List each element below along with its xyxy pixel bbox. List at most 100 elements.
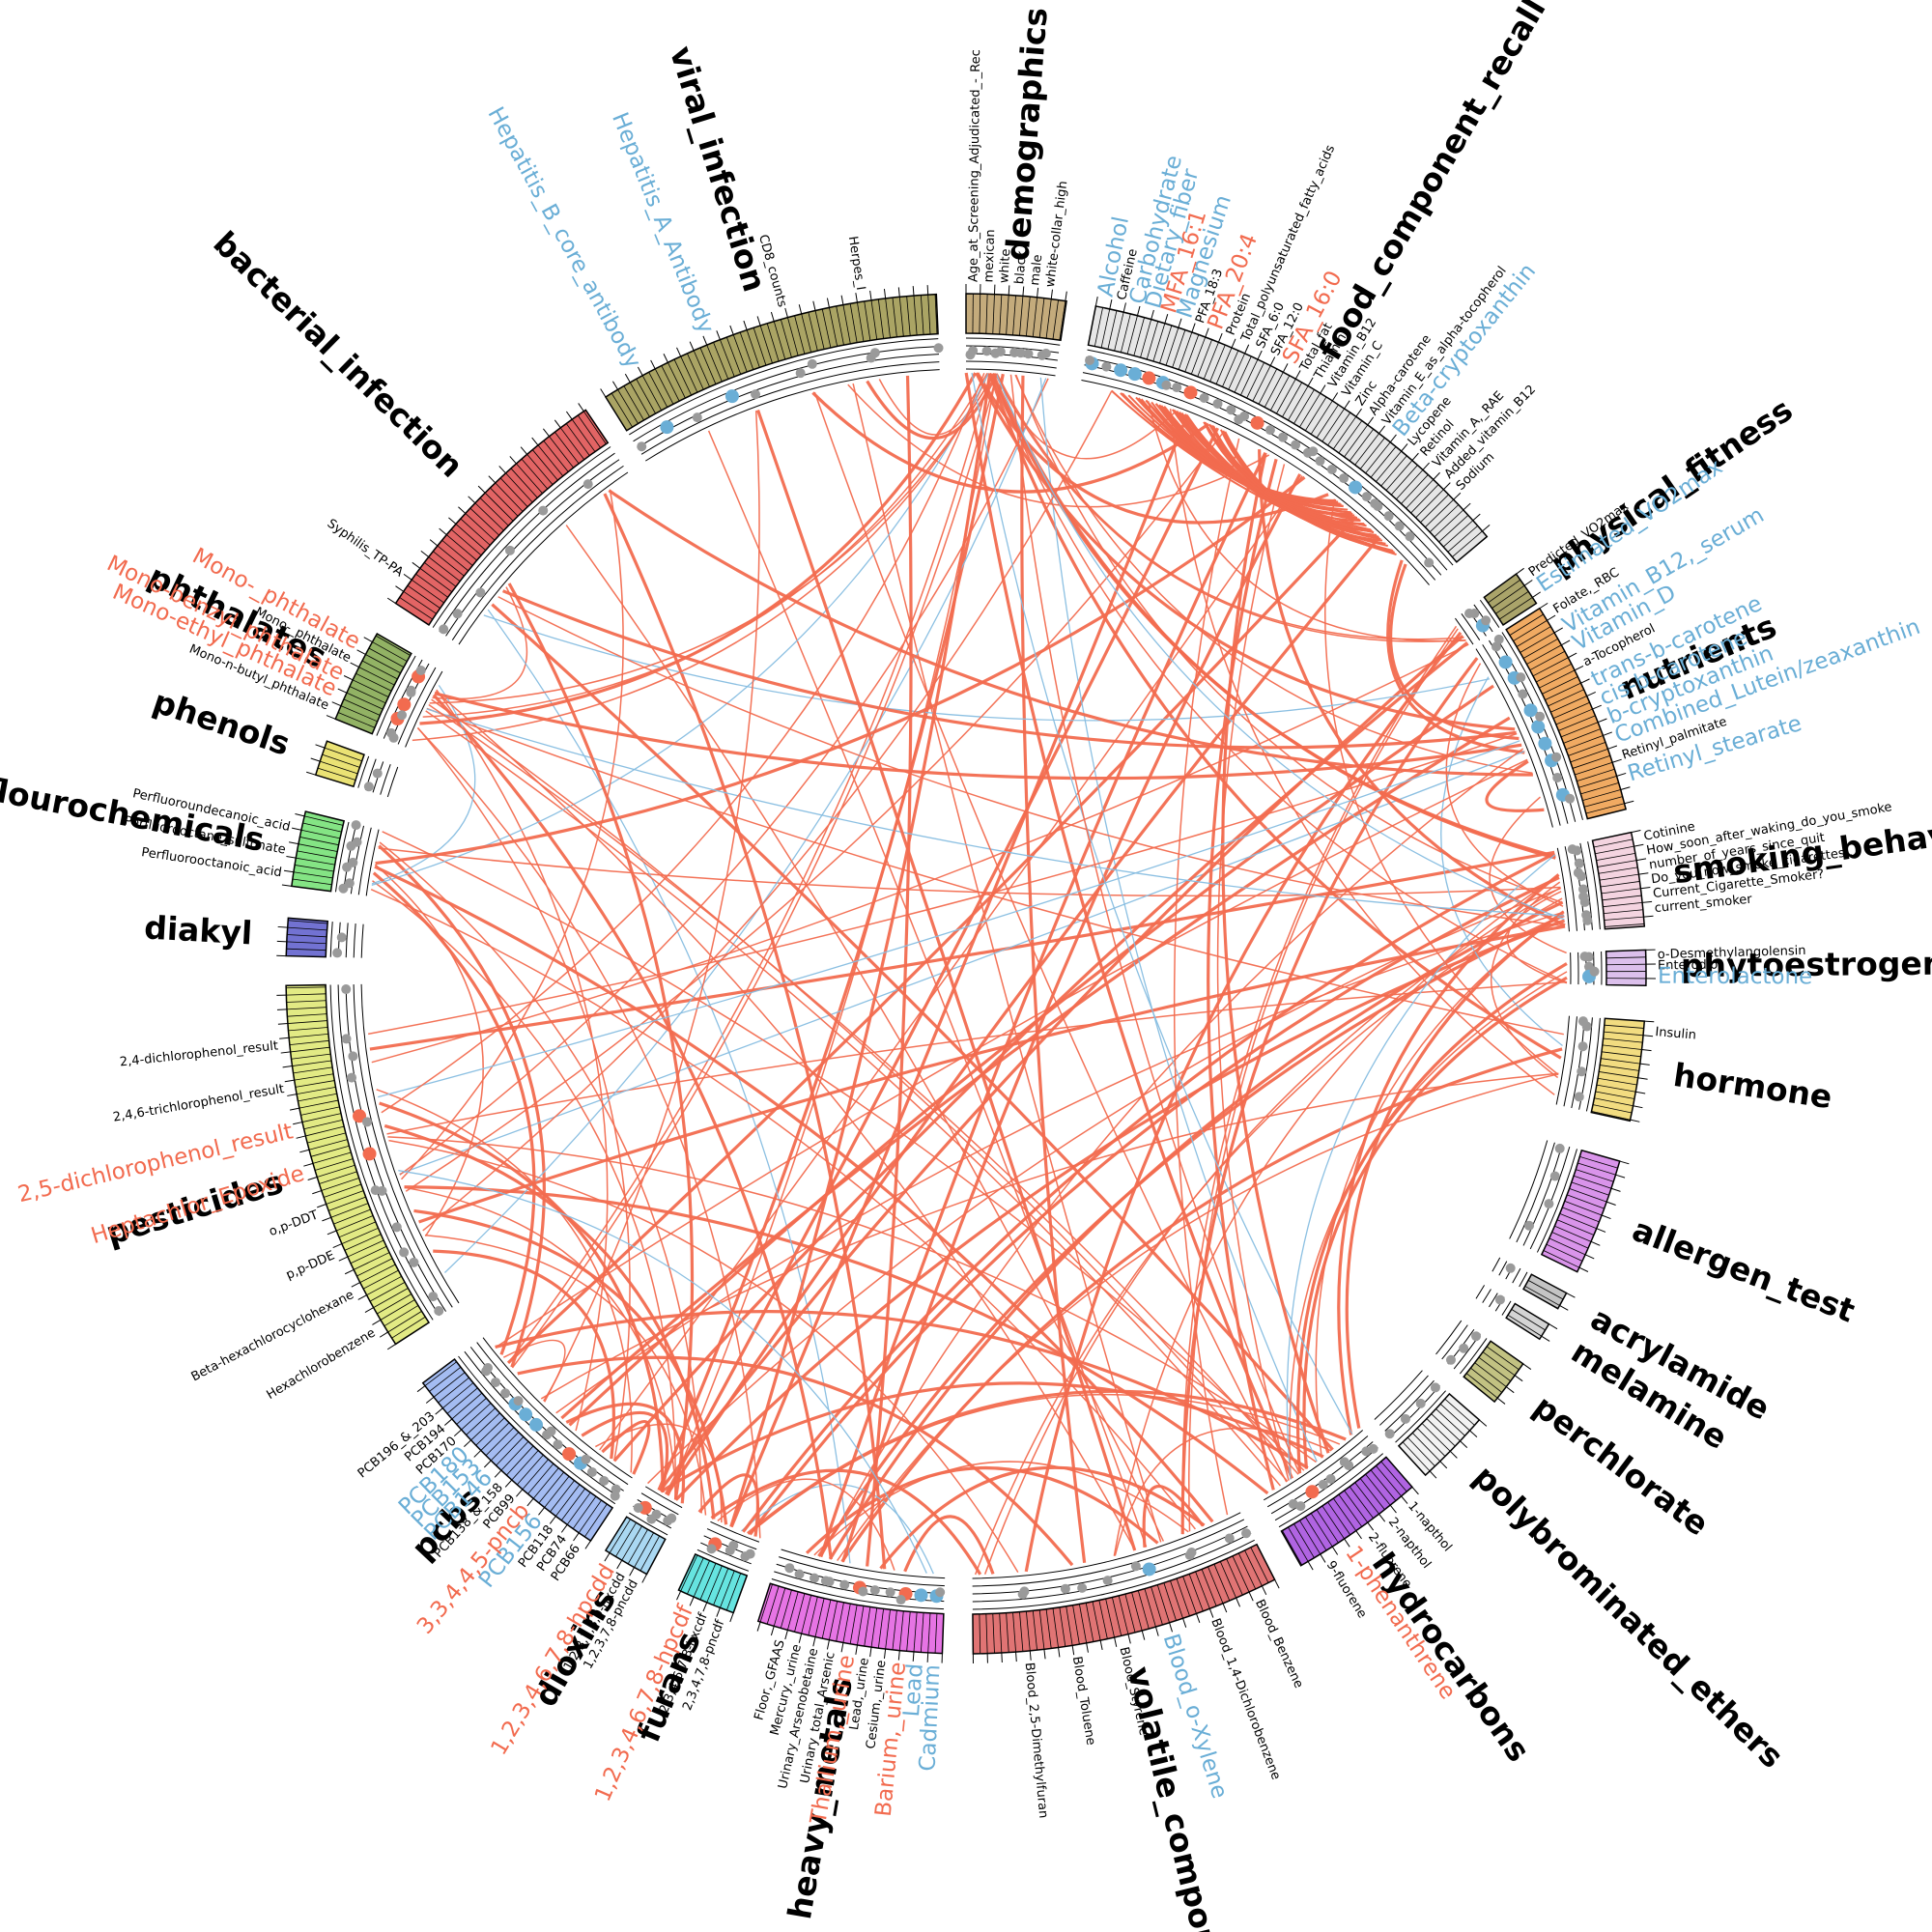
item-label: Enterodiol xyxy=(1658,958,1721,974)
tick xyxy=(1644,1020,1655,1023)
link xyxy=(749,875,1560,1536)
bar-hatch xyxy=(349,686,386,704)
bar-hatch xyxy=(303,1120,343,1130)
tick xyxy=(1043,1649,1046,1660)
link xyxy=(729,414,1189,1528)
bar-hatch xyxy=(999,294,1003,334)
tick xyxy=(716,330,721,340)
bg-dot xyxy=(1464,608,1475,618)
bar-hatch xyxy=(1380,455,1407,487)
link xyxy=(384,1123,716,1520)
bg-dot xyxy=(728,1540,739,1550)
sector-bar xyxy=(1463,1340,1524,1404)
tick xyxy=(412,561,421,569)
bar-hatch xyxy=(1599,1071,1638,1079)
bar-hatch xyxy=(1354,1482,1379,1515)
sector-bar xyxy=(334,632,412,735)
bg-dot xyxy=(332,948,343,958)
bar-hatch xyxy=(1569,1188,1607,1203)
bar-hatch xyxy=(288,1027,328,1032)
track-arc xyxy=(353,984,453,1308)
link xyxy=(501,589,1517,750)
bar-hatch xyxy=(286,941,327,945)
sector-bar xyxy=(1505,1302,1550,1341)
link xyxy=(1216,464,1290,1481)
bar-hatch xyxy=(1293,1523,1315,1558)
link xyxy=(581,1410,669,1492)
bar-hatch xyxy=(1370,446,1397,478)
link xyxy=(382,831,1305,1471)
tick xyxy=(494,1469,502,1478)
link xyxy=(1389,563,1520,741)
bar-hatch xyxy=(532,1467,559,1499)
bg-dot xyxy=(1339,1457,1350,1467)
tick xyxy=(1269,356,1276,366)
bar-hatch xyxy=(1244,1549,1263,1586)
bar-hatch xyxy=(446,1387,478,1414)
tick xyxy=(1050,289,1053,299)
bg-dot xyxy=(1471,1331,1482,1342)
bar-hatch xyxy=(1600,1065,1639,1071)
tick xyxy=(296,1135,306,1139)
tick xyxy=(356,649,366,655)
bg-dot xyxy=(637,441,647,452)
bar-hatch xyxy=(1584,796,1623,808)
tick xyxy=(277,925,288,928)
bar-hatch xyxy=(1579,1156,1618,1169)
bar-hatch xyxy=(668,362,686,399)
bar-hatch xyxy=(470,1412,500,1441)
bar-hatch xyxy=(1545,682,1581,701)
item-dot xyxy=(981,346,992,356)
bar-hatch xyxy=(1156,1584,1170,1623)
bg-dot xyxy=(546,1426,556,1436)
tick xyxy=(729,325,734,335)
tick xyxy=(1099,1640,1103,1651)
bar-hatch xyxy=(474,502,504,531)
tick xyxy=(926,285,929,296)
bar-hatch xyxy=(522,1459,549,1490)
item-label: o-Desmethylangolensin xyxy=(1658,944,1806,962)
tick xyxy=(332,1243,343,1249)
bg-dot xyxy=(362,1117,373,1127)
tick xyxy=(1532,591,1541,598)
link xyxy=(495,758,1528,1349)
bar-hatch xyxy=(864,1606,871,1647)
tick xyxy=(1640,887,1651,890)
bg-dot xyxy=(538,505,549,516)
tick xyxy=(883,1648,887,1660)
bar-hatch xyxy=(1370,1469,1397,1501)
bg-dot xyxy=(745,1548,755,1559)
link xyxy=(1113,874,1560,1556)
bar-hatch xyxy=(424,562,457,587)
item-dot xyxy=(397,697,412,712)
tick xyxy=(1449,1450,1458,1459)
bar-hatch xyxy=(611,392,633,428)
bar-hatch xyxy=(495,482,524,512)
track-arc xyxy=(364,758,377,791)
bar-hatch xyxy=(1332,416,1357,450)
tick xyxy=(1592,704,1602,710)
link xyxy=(1142,1485,1205,1548)
item-label: male xyxy=(1028,254,1045,287)
bar-hatch xyxy=(673,358,692,396)
tick xyxy=(784,307,788,318)
item-label: Beta-hexachlorocyclohexane xyxy=(189,1288,356,1384)
bar-hatch xyxy=(1209,344,1226,383)
bar-hatch xyxy=(1598,867,1638,874)
sector-bar xyxy=(1280,1456,1413,1567)
bar-hatch xyxy=(1165,327,1179,366)
link xyxy=(995,373,1565,921)
tick xyxy=(1633,1105,1643,1109)
track-arc xyxy=(380,763,391,795)
item-dot xyxy=(353,1109,367,1123)
track-arc xyxy=(1461,613,1481,640)
bar-hatch xyxy=(699,1563,717,1601)
bar-hatch xyxy=(1511,1309,1546,1331)
track-arc xyxy=(1501,1300,1512,1316)
tick xyxy=(1274,1579,1280,1589)
bar-hatch xyxy=(634,1532,654,1568)
bar-hatch xyxy=(720,1570,735,1608)
link xyxy=(398,1170,927,1574)
bar-hatch xyxy=(999,1613,1003,1654)
